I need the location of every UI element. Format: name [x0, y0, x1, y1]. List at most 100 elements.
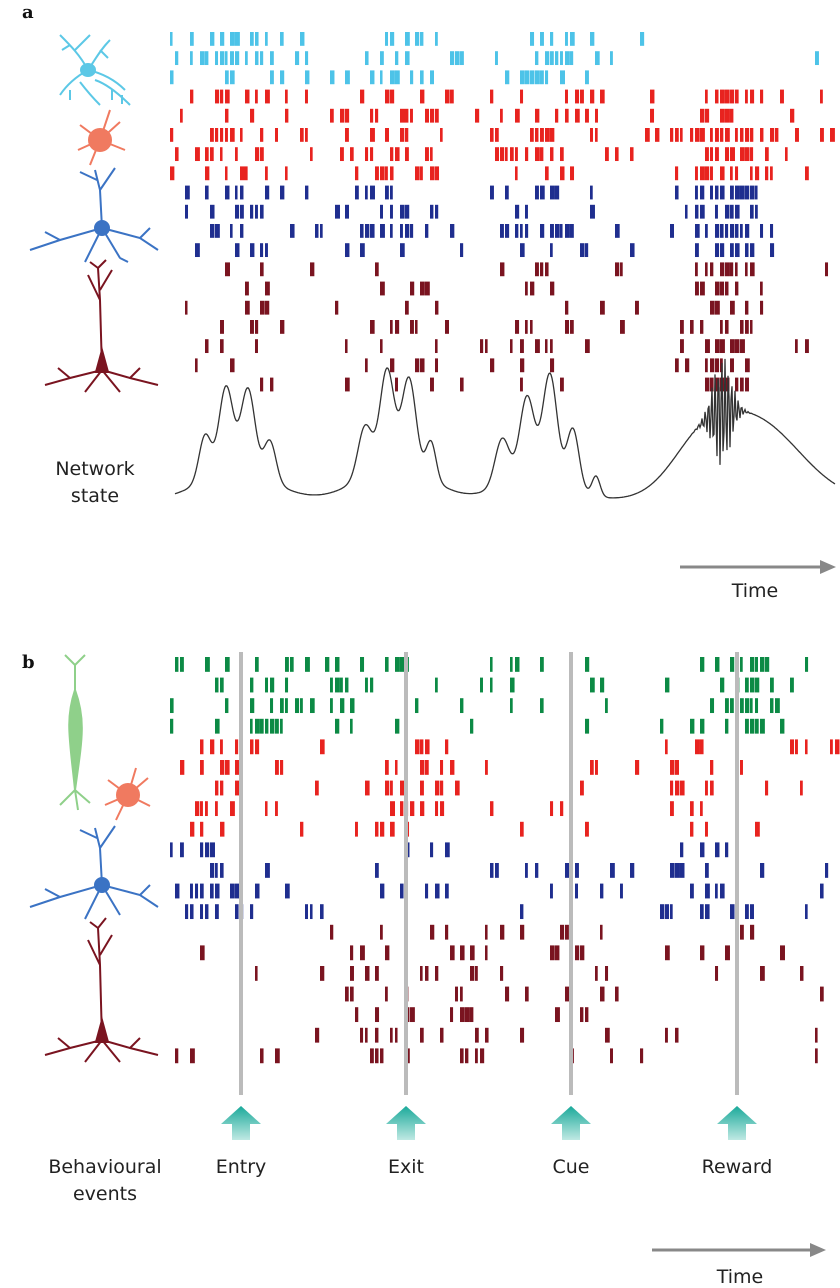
- spike: [795, 128, 799, 142]
- spike: [725, 281, 729, 296]
- spike: [365, 185, 368, 200]
- spike: [250, 204, 254, 219]
- spike: [580, 89, 584, 104]
- spike: [695, 739, 700, 755]
- spike: [780, 945, 785, 961]
- spike: [730, 204, 734, 219]
- spike: [345, 204, 350, 219]
- spike: [380, 883, 385, 899]
- spike: [515, 108, 520, 123]
- spike: [730, 166, 733, 181]
- neuron-red-b: [104, 767, 151, 821]
- spike: [390, 358, 395, 373]
- spike: [705, 358, 708, 373]
- spike: [680, 863, 685, 878]
- spike: [370, 70, 375, 85]
- spike: [600, 300, 605, 315]
- spike: [265, 89, 270, 104]
- spike: [510, 657, 513, 672]
- spike: [530, 281, 535, 296]
- spike: [600, 924, 603, 940]
- spike: [180, 108, 183, 123]
- spike: [195, 243, 200, 258]
- spike: [390, 147, 394, 162]
- spike: [370, 108, 374, 123]
- spike: [735, 243, 740, 258]
- spike: [550, 128, 555, 142]
- spike: [560, 166, 565, 181]
- spike: [590, 32, 595, 46]
- spike: [545, 339, 548, 354]
- spike: [745, 147, 750, 162]
- spike: [305, 89, 308, 104]
- spike: [230, 51, 234, 66]
- spike: [760, 224, 764, 238]
- spike: [185, 185, 190, 200]
- spike: [445, 883, 449, 899]
- spike: [190, 904, 194, 920]
- spike: [430, 924, 435, 940]
- spike: [510, 339, 513, 354]
- spike: [700, 739, 704, 755]
- spike: [820, 883, 824, 899]
- spike: [515, 320, 520, 334]
- spike: [420, 780, 424, 796]
- spike: [315, 780, 319, 796]
- spike: [745, 300, 749, 315]
- spike: [560, 924, 565, 940]
- spike: [730, 89, 735, 104]
- spike: [735, 89, 739, 104]
- spike: [315, 1027, 320, 1043]
- spike: [695, 185, 698, 200]
- spike: [395, 70, 400, 85]
- spike: [415, 739, 420, 755]
- spike: [740, 760, 743, 775]
- spike: [525, 147, 529, 162]
- spike: [230, 358, 235, 373]
- spike: [535, 185, 539, 200]
- spike: [190, 883, 193, 899]
- spike: [440, 780, 444, 796]
- spike: [770, 166, 773, 181]
- spike: [365, 147, 369, 162]
- spike: [755, 204, 758, 219]
- spike: [545, 51, 550, 66]
- spike: [720, 339, 725, 354]
- spike: [560, 377, 564, 392]
- spike: [200, 842, 204, 858]
- spike: [435, 780, 440, 796]
- spike: [655, 128, 660, 142]
- spike: [460, 51, 464, 66]
- spike: [690, 320, 694, 334]
- spike: [705, 89, 708, 104]
- spike: [345, 339, 348, 354]
- spike: [500, 147, 505, 162]
- spike: [380, 1048, 384, 1064]
- spike: [350, 147, 354, 162]
- spike: [695, 281, 699, 296]
- spike: [525, 204, 528, 219]
- spike: [720, 108, 725, 123]
- spike: [590, 204, 595, 219]
- event-label: Entry: [215, 1156, 267, 1178]
- spike: [305, 657, 310, 672]
- spike: [180, 842, 184, 858]
- spike: [580, 945, 585, 961]
- spike: [470, 1007, 474, 1023]
- spike: [480, 339, 484, 354]
- spike: [570, 32, 575, 46]
- spike: [445, 924, 449, 940]
- spike: [550, 224, 554, 238]
- spike: [195, 147, 200, 162]
- spike: [345, 377, 350, 392]
- spike: [560, 51, 563, 66]
- spike: [520, 89, 524, 104]
- spike: [750, 166, 753, 181]
- spike: [765, 166, 769, 181]
- spike: [440, 128, 443, 142]
- spike: [510, 698, 513, 714]
- spike: [185, 300, 188, 315]
- spike: [785, 147, 788, 162]
- spike: [670, 801, 674, 817]
- spike: [275, 1048, 280, 1064]
